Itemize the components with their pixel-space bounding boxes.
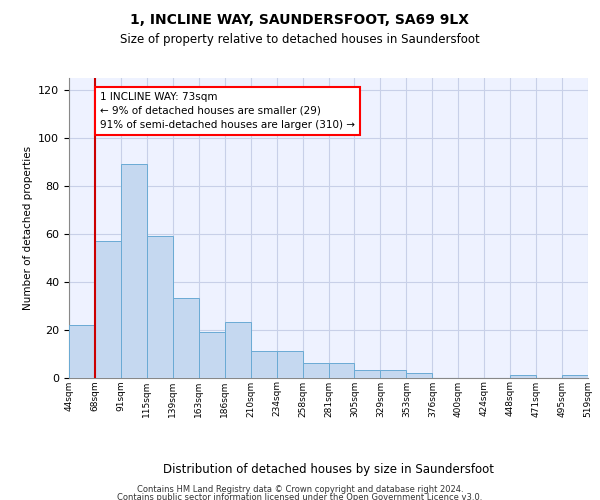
Text: 1 INCLINE WAY: 73sqm
← 9% of detached houses are smaller (29)
91% of semi-detach: 1 INCLINE WAY: 73sqm ← 9% of detached ho…	[100, 92, 355, 130]
Bar	[199, 332, 224, 378]
Bar	[329, 363, 355, 378]
Text: Contains HM Land Registry data © Crown copyright and database right 2024.: Contains HM Land Registry data © Crown c…	[137, 485, 463, 494]
Bar	[147, 236, 173, 378]
Bar	[251, 351, 277, 378]
Bar	[406, 372, 432, 378]
Bar	[277, 351, 302, 378]
Bar	[95, 240, 121, 378]
Text: Distribution of detached houses by size in Saundersfoot: Distribution of detached houses by size …	[163, 462, 494, 475]
Bar	[380, 370, 406, 378]
Bar	[225, 322, 251, 378]
Bar	[121, 164, 147, 378]
Text: 1, INCLINE WAY, SAUNDERSFOOT, SA69 9LX: 1, INCLINE WAY, SAUNDERSFOOT, SA69 9LX	[131, 12, 470, 26]
Bar	[355, 370, 380, 378]
Bar	[510, 375, 536, 378]
Y-axis label: Number of detached properties: Number of detached properties	[23, 146, 32, 310]
Bar	[173, 298, 199, 378]
Bar	[562, 375, 588, 378]
Text: Contains public sector information licensed under the Open Government Licence v3: Contains public sector information licen…	[118, 493, 482, 500]
Text: Size of property relative to detached houses in Saundersfoot: Size of property relative to detached ho…	[120, 32, 480, 46]
Bar	[302, 363, 329, 378]
Bar	[69, 324, 95, 378]
